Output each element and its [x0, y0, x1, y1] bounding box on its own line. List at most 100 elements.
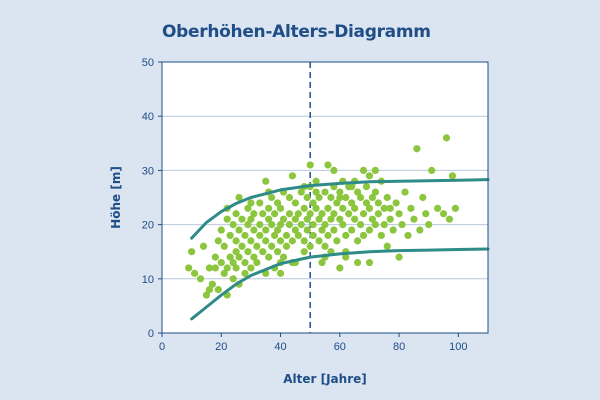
data-point [359, 231, 368, 240]
data-point [312, 188, 320, 196]
data-point [348, 199, 356, 207]
plot-frame [161, 61, 489, 334]
data-point [282, 231, 291, 240]
data-point [386, 204, 394, 212]
data-point [371, 221, 379, 229]
data-point [439, 210, 448, 218]
x-tick-labels: 0 20 40 60 80 100 [159, 333, 468, 353]
data-point [389, 226, 397, 234]
upper-curve [190, 178, 490, 240]
data-point [250, 253, 258, 261]
data-point [279, 253, 288, 261]
data-point [324, 231, 332, 240]
data-point [330, 210, 338, 218]
data-point [416, 226, 424, 234]
data-point [362, 183, 371, 191]
data-point [214, 286, 222, 294]
data-point [226, 231, 234, 240]
data-point [300, 204, 308, 212]
data-point [291, 215, 299, 223]
data-point [214, 237, 222, 245]
x-tick-label: 40 [274, 341, 286, 353]
data-point [351, 204, 359, 212]
data-point [205, 264, 214, 272]
data-point [386, 215, 394, 223]
data-point [371, 166, 379, 174]
x-tick-label: 80 [393, 341, 405, 353]
data-point [285, 193, 294, 202]
data-point [342, 231, 350, 240]
data-point [202, 291, 211, 299]
data-point [259, 210, 267, 218]
data-point [247, 264, 255, 272]
data-point [354, 237, 362, 245]
y-tick-label: 30 [142, 165, 154, 177]
data-point [297, 221, 305, 229]
data-point [276, 237, 285, 245]
data-point [235, 226, 243, 234]
data-point [273, 248, 282, 256]
data-point [422, 210, 430, 218]
data-point [365, 172, 374, 180]
data-point [205, 286, 214, 294]
data-point [374, 199, 382, 207]
data-point [359, 210, 368, 218]
data-point [348, 226, 356, 234]
data-point [256, 231, 264, 240]
data-point [336, 193, 344, 202]
data-point [268, 221, 276, 229]
data-point [241, 258, 249, 267]
data-point [276, 269, 285, 277]
data-point [362, 199, 371, 207]
y-tick-label: 20 [142, 220, 154, 232]
data-point [356, 221, 365, 229]
data-point [333, 199, 341, 207]
y-tick-label: 50 [142, 57, 154, 69]
data-point [324, 204, 332, 212]
data-point [315, 193, 323, 202]
data-point [398, 221, 406, 229]
data-point [336, 188, 344, 196]
data-point [223, 264, 231, 272]
data-point [336, 215, 344, 223]
data-point [220, 269, 228, 277]
data-point [309, 231, 317, 240]
data-point [256, 221, 264, 229]
data-point [196, 275, 205, 283]
data-point [244, 204, 252, 212]
data-point [354, 258, 362, 267]
data-point [368, 193, 377, 202]
data-point [235, 253, 243, 261]
data-point [253, 242, 261, 250]
data-point [321, 188, 329, 196]
data-point [404, 231, 412, 240]
data-point [279, 215, 288, 223]
data-point [425, 221, 433, 229]
data-point [288, 237, 296, 245]
data-point [238, 242, 246, 250]
data-point [321, 221, 329, 229]
data-point [309, 199, 317, 207]
x-tick-label: 0 [159, 341, 165, 353]
x-tick-label: 20 [215, 341, 227, 353]
data-point [262, 177, 270, 185]
data-point [285, 210, 294, 218]
data-point [442, 134, 451, 142]
y-tick-labels: 0 10 20 30 40 50 [142, 57, 162, 340]
data-point [365, 204, 374, 212]
data-point [226, 253, 234, 261]
data-point [223, 215, 231, 223]
y-axis-label: Höhe [m] [109, 166, 123, 229]
data-point [407, 204, 415, 212]
data-point [265, 253, 273, 261]
data-point [185, 264, 193, 272]
data-points [185, 134, 459, 299]
data-point [262, 226, 270, 234]
y-tick-label: 40 [142, 111, 154, 123]
data-point [232, 237, 240, 245]
data-point [377, 231, 385, 240]
data-point [247, 237, 255, 245]
data-point [199, 242, 208, 250]
